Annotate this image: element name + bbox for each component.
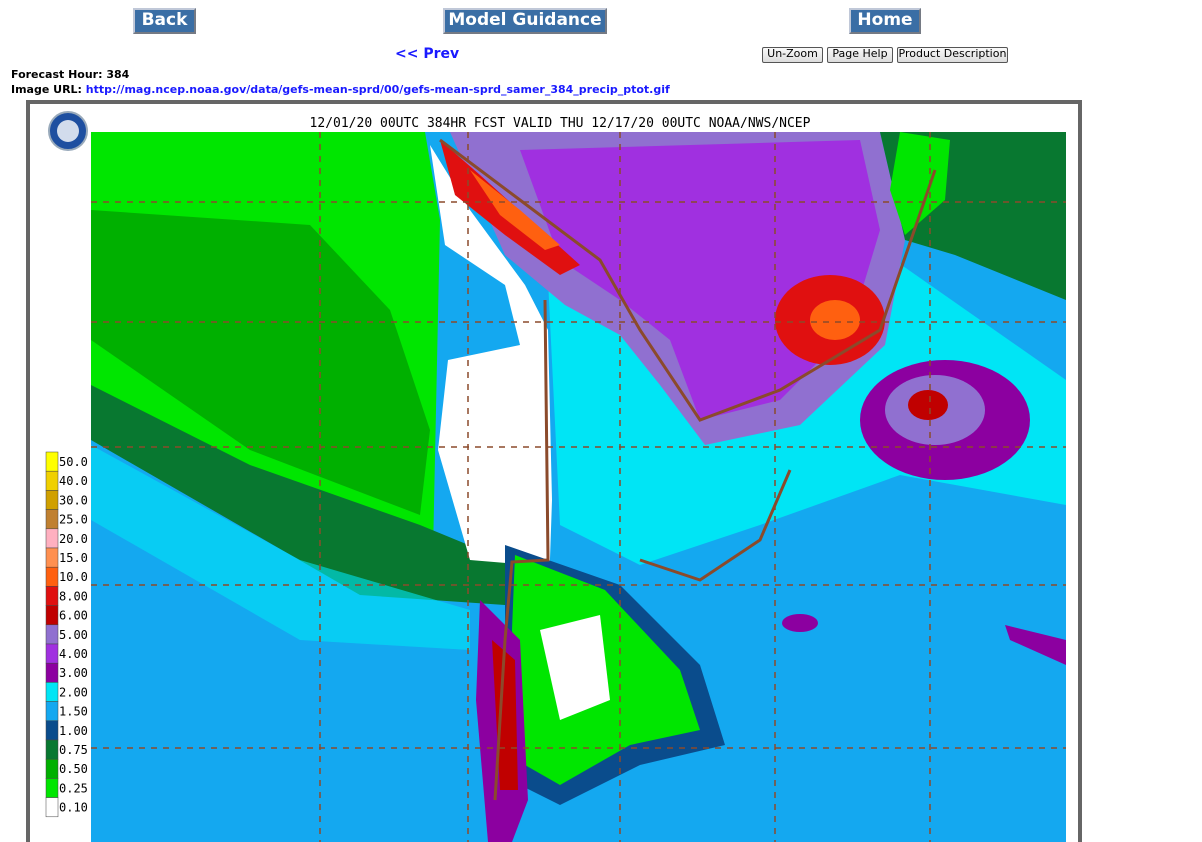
legend-label: 3.00 <box>59 666 88 680</box>
model-guidance-button[interactable]: Model Guidance <box>443 8 607 34</box>
product-description-button[interactable]: Product Description <box>897 47 1008 63</box>
legend-label: 1.50 <box>59 705 88 719</box>
legend-swatch <box>45 509 59 530</box>
legend: 50.0 40.0 30.0 25.0 20.0 15.0 10.0 8.00 6.00 5.00… <box>45 451 88 818</box>
legend-label: 0.75 <box>59 743 88 757</box>
legend-label: 0.10 <box>59 801 88 815</box>
legend-label: 25.0 <box>59 513 88 527</box>
legend-swatch <box>45 566 59 587</box>
legend-label: 15.0 <box>59 551 88 565</box>
legend-label: 0.50 <box>59 762 88 776</box>
legend-swatch <box>45 662 59 683</box>
legend-label: 2.00 <box>59 685 88 699</box>
image-link[interactable]: http://mag.ncep.noaa.gov/data/gefs-mean-… <box>85 83 670 96</box>
legend-swatch <box>45 797 59 818</box>
legend-swatch <box>45 778 59 798</box>
legend-label: 10.0 <box>59 570 88 584</box>
legend-label: 0.25 <box>59 781 88 795</box>
legend-swatch <box>45 547 59 568</box>
value: 384 <box>106 68 130 81</box>
legend-swatch <box>45 586 59 606</box>
legend-label: 50.0 <box>59 455 88 469</box>
legend-label: 1.00 <box>59 724 88 738</box>
legend-label: 4.00 <box>59 647 88 661</box>
label: Forecast Hour: <box>11 68 103 81</box>
legend-swatch <box>45 605 59 626</box>
legend-swatch <box>45 470 59 491</box>
legend-label: 40.0 <box>59 474 88 488</box>
un-zoom-button[interactable]: Un-Zoom <box>762 47 823 63</box>
legend-label: 20.0 <box>59 532 88 546</box>
legend-label: 8.00 <box>59 589 88 603</box>
page-help-button[interactable]: Page Help <box>827 47 893 63</box>
legend-swatch <box>45 490 59 510</box>
lat-lon-grid <box>91 132 1066 842</box>
legend-swatch <box>45 528 59 549</box>
legend-swatch <box>45 758 59 779</box>
map-field <box>91 132 1066 842</box>
legend-swatch <box>45 643 59 664</box>
prev-link[interactable]: << Prev <box>395 46 460 62</box>
legend-swatch <box>45 701 59 722</box>
home-button[interactable]: Home <box>849 8 921 34</box>
legend-label: 6.00 <box>59 609 88 623</box>
forecast-hour: Forecast Hour: 384 <box>11 68 129 81</box>
back-button[interactable]: Back <box>133 8 196 34</box>
legend-label: 5.00 <box>59 628 88 642</box>
legend-swatch <box>45 451 59 472</box>
legend-swatch <box>45 682 59 702</box>
legend-swatch <box>45 720 59 741</box>
label: Image URL: <box>11 83 82 96</box>
legend-label: 30.0 <box>59 493 88 507</box>
legend-swatch <box>45 739 59 760</box>
image-url: Image URL: http://mag.ncep.noaa.gov/data… <box>11 83 670 96</box>
legend-swatch <box>45 624 59 645</box>
map-title: 12/01/20 00UTC 384HR FCST VALID THU 12/1… <box>310 116 811 131</box>
noaa-logo-inner <box>57 120 79 142</box>
